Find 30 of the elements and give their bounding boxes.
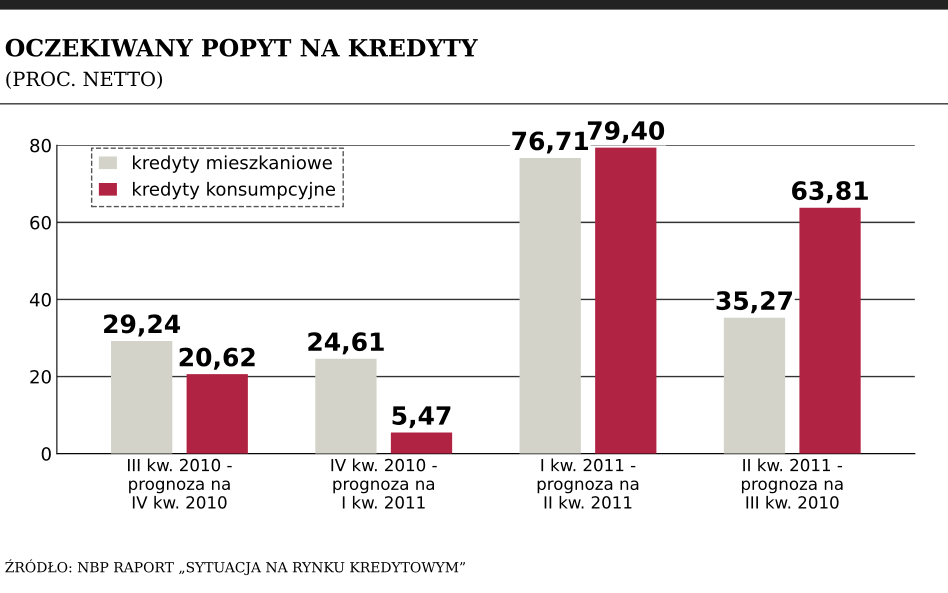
bar bbox=[315, 358, 377, 454]
x-tick-label: I kw. 2011 - prognoza na II kw. 2011 bbox=[538, 458, 638, 509]
chart-title: OCZEKIWANY POPYT NA KREDYTY bbox=[6, 38, 478, 57]
y-tick-label: 40 bbox=[30, 292, 51, 307]
bar bbox=[520, 158, 581, 454]
bar bbox=[186, 374, 248, 454]
legend-label: kredyty mieszkaniowe bbox=[133, 155, 332, 173]
data-label: 24,61 bbox=[308, 332, 384, 354]
data-label: 35,27 bbox=[716, 291, 792, 314]
legend-label: kredyty konsumpcyjne bbox=[133, 182, 336, 200]
data-label: 79,40 bbox=[588, 121, 664, 144]
data-label: 20,62 bbox=[180, 348, 255, 370]
data-label: 5,47 bbox=[392, 406, 450, 428]
data-label: 29,24 bbox=[104, 314, 180, 337]
x-tick-label: III kw. 2010 - prognoza na IV kw. 2010 bbox=[128, 458, 232, 509]
data-label: 63,81 bbox=[792, 181, 868, 204]
chart-subtitle: (PROC. NETTO) bbox=[6, 71, 162, 90]
y-tick-label: 20 bbox=[30, 370, 51, 384]
bar bbox=[595, 148, 656, 454]
text: ŹRÓDŁO: NBP RAPORT „SYTUACJA NA RYNKU KREDYTOWYM” bbox=[5, 559, 465, 576]
y-tick-label: 80 bbox=[30, 138, 51, 152]
x-tick-label: II kw. 2011 - prognoza na III kw. 2010 bbox=[742, 458, 843, 509]
y-tick-label: 60 bbox=[30, 216, 51, 230]
bar bbox=[724, 318, 786, 454]
y-tick-label: 0 bbox=[42, 447, 51, 461]
x-tick-label: IV kw. 2010 - prognoza na I kw. 2011 bbox=[332, 458, 437, 509]
data-label: 76,71 bbox=[512, 131, 588, 154]
bar bbox=[799, 208, 861, 454]
bar bbox=[390, 432, 452, 454]
bar bbox=[111, 340, 172, 454]
